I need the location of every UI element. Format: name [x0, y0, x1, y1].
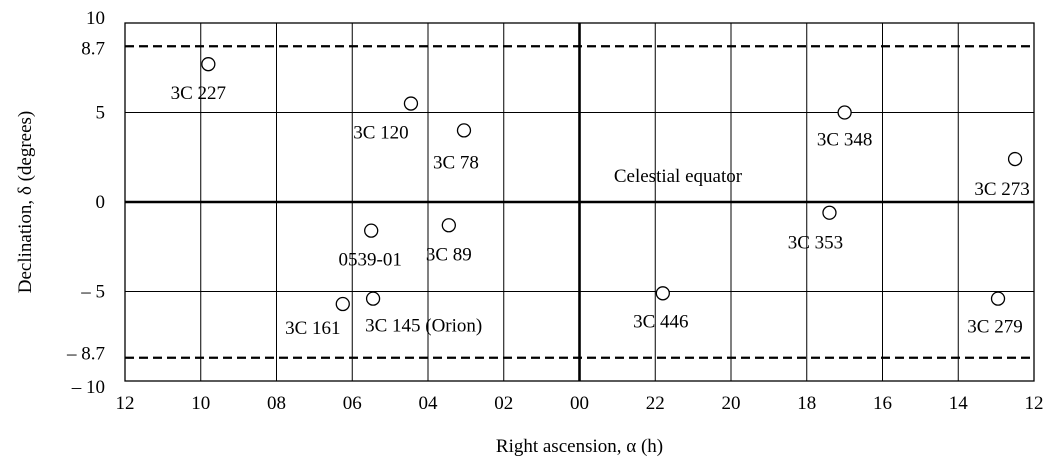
points-layer: 3C 227 3C 120 3C 78 3C 348 3C 273 0539-01 3C 8…	[171, 57, 1030, 339]
data-point-label: 3C 353	[788, 233, 843, 254]
data-point	[990, 291, 1006, 306]
data-point-label: 3C 348	[817, 130, 872, 151]
data-point-label: 3C 78	[433, 152, 479, 173]
data-point	[335, 296, 350, 312]
x-tick-label: 08	[267, 393, 286, 414]
x-tick-label: 02	[494, 393, 513, 414]
x-tick-label: 04	[419, 393, 439, 414]
x-tick-label: 20	[722, 393, 741, 414]
annotations-layer: Celestial equator	[614, 166, 743, 187]
data-point	[822, 205, 837, 220]
data-point	[1007, 151, 1023, 167]
reference-lines-layer	[125, 23, 1034, 381]
x-tick-label: 14	[949, 393, 969, 414]
y-tick-label: 8.7	[81, 38, 105, 59]
y-tick-label: – 5	[80, 282, 105, 303]
data-point-label: 3C 227	[171, 83, 226, 104]
y-tick-label: 0	[96, 192, 106, 213]
y-tick-label: – 8.7	[66, 344, 105, 365]
data-point-label: 3C 279	[967, 317, 1022, 338]
data-point	[456, 123, 472, 138]
data-point-label: 3C 161	[285, 318, 340, 339]
x-tick-label: 12	[116, 393, 135, 414]
x-tick-label: 10	[191, 393, 210, 414]
y-tick-label: 10	[86, 8, 105, 29]
data-point-label: 0539-01	[339, 250, 402, 271]
data-point	[441, 218, 456, 233]
data-point	[364, 223, 379, 238]
annotation-label: Celestial equator	[614, 166, 743, 187]
data-point	[403, 96, 419, 111]
data-point-label: 3C 446	[633, 311, 688, 332]
x-axis-label: Right ascension, α (h)	[496, 436, 663, 457]
x-tick-label: 22	[646, 393, 665, 414]
plot-frame	[124, 22, 1035, 382]
data-point	[655, 286, 670, 301]
data-point-label: 3C 145 (Orion)	[365, 316, 482, 337]
tick-labels-layer: 12 10 08 06 04 02 00 22 20 18 16 14 12 10 8.7 5 0 – 5 – 8.…	[66, 8, 1044, 414]
data-point-label: 3C 273	[974, 179, 1029, 200]
x-tick-label: 06	[343, 393, 362, 414]
x-tick-label: 18	[797, 393, 816, 414]
y-tick-label: 5	[96, 103, 106, 124]
y-tick-label: – 10	[71, 377, 105, 398]
x-tick-label: 00	[570, 393, 589, 414]
data-point	[837, 105, 852, 120]
x-tick-label: 12	[1025, 393, 1044, 414]
data-point-label: 3C 89	[426, 244, 472, 265]
y-axis-label: Declination, δ (degrees)	[15, 111, 36, 294]
data-point-label: 3C 120	[353, 123, 408, 144]
data-point	[365, 291, 381, 306]
data-point	[201, 57, 216, 72]
x-tick-label: 16	[873, 393, 892, 414]
